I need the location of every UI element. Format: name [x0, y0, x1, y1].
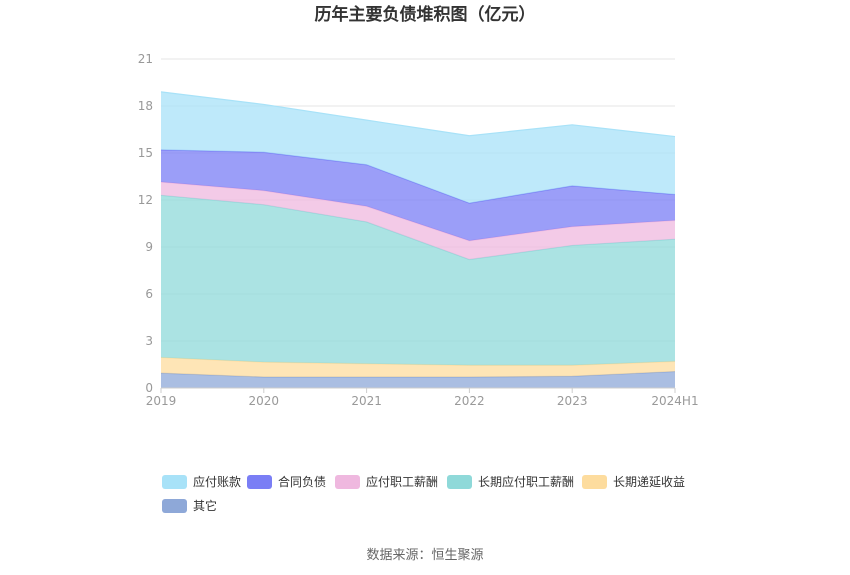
legend-label: 应付职工薪酬 [366, 474, 438, 489]
area-series [161, 357, 675, 378]
legend-swatch [447, 475, 472, 489]
area-series [161, 91, 675, 204]
data-source: 数据来源：恒生聚源 [366, 548, 483, 563]
legend-item[interactable]: 合同负债 [247, 474, 326, 489]
legend-item[interactable]: 长期应付职工薪酬 [447, 474, 574, 489]
legend-label: 其它 [193, 498, 217, 513]
legend-label: 合同负债 [278, 474, 326, 489]
x-tick-label: 2021 [351, 394, 382, 408]
legend-item[interactable]: 应付职工薪酬 [335, 474, 438, 489]
legend-item[interactable]: 其它 [162, 498, 217, 513]
area-series [161, 371, 675, 388]
chart-title: 历年主要负债堆积图（亿元） [315, 4, 536, 25]
area-series [161, 181, 675, 260]
y-tick-label: 15 [138, 146, 153, 160]
legend-swatch [335, 475, 360, 489]
area-series-line [160, 91, 676, 138]
legend-label: 应付账款 [193, 474, 241, 489]
area-series [161, 149, 675, 241]
legend-label: 长期递延收益 [613, 475, 685, 489]
y-tick-label: 18 [138, 99, 153, 113]
legend-swatch [582, 475, 607, 489]
axes: 0 3 6 9 12 15 18 21 2019 2020 2021 2022 2023 2024H1 [138, 52, 699, 408]
legend-swatch [247, 475, 272, 489]
y-tick-label: 12 [138, 193, 153, 207]
y-tick-label: 0 [145, 381, 153, 395]
y-tick-label: 3 [145, 334, 153, 348]
plot-areas [160, 91, 676, 388]
x-tick-label: 2020 [249, 394, 280, 408]
legend-swatch [162, 475, 187, 489]
legend-item[interactable]: 长期递延收益 [582, 475, 685, 489]
x-tick-label: 2023 [557, 394, 588, 408]
legend-item[interactable]: 应付账款 [162, 474, 241, 489]
area-series [161, 195, 675, 366]
x-tick-label: 2022 [454, 394, 485, 408]
x-tick-label: 2019 [146, 394, 177, 408]
legend-label: 长期应付职工薪酬 [478, 474, 574, 489]
x-tick-label: 2024H1 [651, 394, 698, 408]
legend-swatch [162, 499, 187, 513]
y-tick-label: 6 [145, 287, 153, 301]
y-tick-label: 9 [145, 240, 153, 254]
y-tick-label: 21 [138, 52, 153, 66]
